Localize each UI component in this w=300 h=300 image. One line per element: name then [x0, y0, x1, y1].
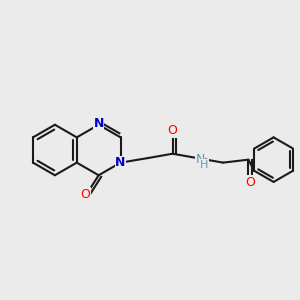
Text: H: H: [200, 160, 208, 170]
Text: N: N: [94, 117, 104, 130]
Text: O: O: [168, 124, 178, 137]
Text: N: N: [196, 153, 205, 166]
Text: N: N: [115, 156, 126, 169]
Text: O: O: [80, 188, 90, 201]
Text: O: O: [245, 176, 255, 189]
